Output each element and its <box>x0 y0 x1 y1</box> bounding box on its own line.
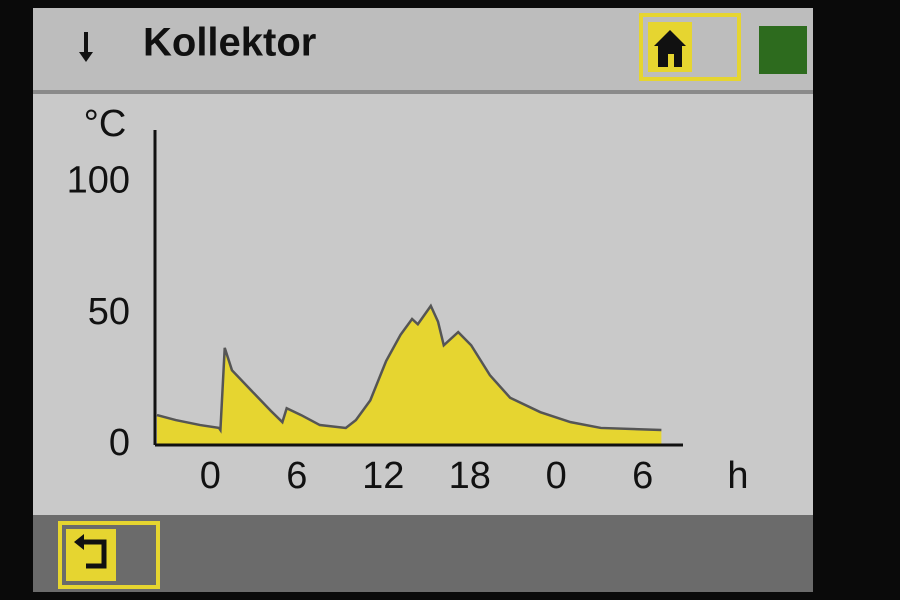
y-tick-label: 50 <box>88 291 130 333</box>
sensor-icon <box>79 32 93 62</box>
home-button[interactable] <box>639 13 741 81</box>
status-indicator <box>759 26 807 74</box>
y-axis-label: °C <box>84 103 127 145</box>
footer-bar <box>33 515 813 592</box>
x-tick-label: 6 <box>632 455 653 497</box>
x-tick-label: 0 <box>546 455 567 497</box>
y-tick-label: 100 <box>67 160 130 202</box>
area-line <box>156 303 662 434</box>
header-divider <box>33 90 813 94</box>
chart: 0 50 100 0 6 12 18 0 6 °C h <box>67 103 749 497</box>
back-button[interactable] <box>58 521 160 589</box>
screen-background <box>33 8 813 592</box>
header-title: Kollektor <box>143 21 316 65</box>
x-tick-label: 18 <box>449 455 491 497</box>
y-tick-label: 0 <box>109 422 130 464</box>
x-axis-label: h <box>727 455 748 497</box>
x-tick-label: 12 <box>362 455 404 497</box>
x-tick-label: 6 <box>286 455 307 497</box>
x-tick-label: 0 <box>200 455 221 497</box>
